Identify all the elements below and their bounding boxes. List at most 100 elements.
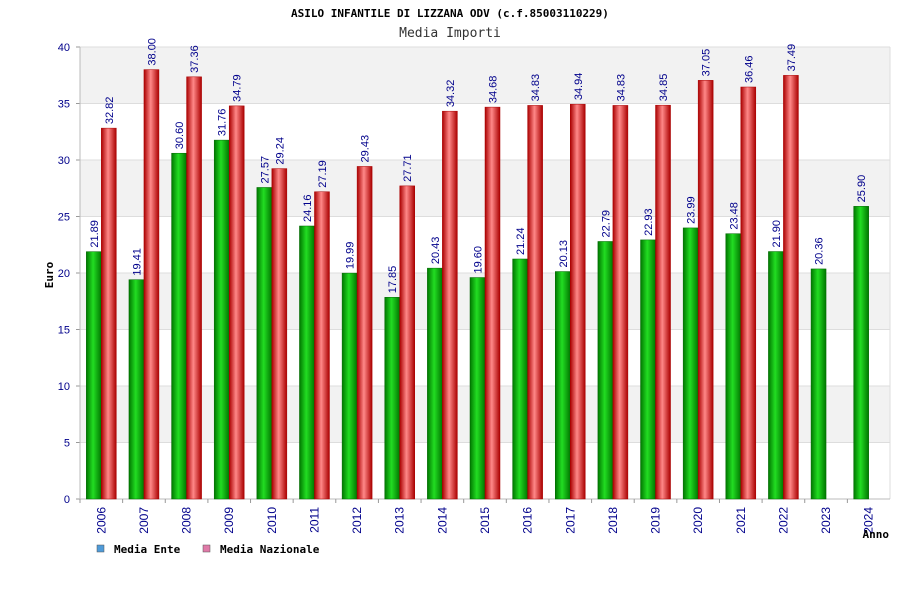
data-label: 23.99 [686,196,698,224]
y-tick-label: 25 [58,212,70,224]
bar-media-nazionale-2011 [314,191,330,500]
data-label: 21.89 [89,220,101,248]
x-tick-label: 2010 [265,507,279,534]
x-tick-label: 2009 [222,507,236,534]
bar-media-ente-2022 [768,251,784,500]
bar-media-ente-2021 [725,233,742,500]
x-tick-label: 2022 [776,507,790,534]
x-tick-label: 2007 [137,507,151,534]
data-label: 19.60 [473,246,485,274]
data-label: 22.79 [600,210,612,238]
data-label: 29.43 [360,135,372,163]
x-tick-label: 2020 [691,507,705,534]
data-label: 29.24 [274,137,286,165]
bar-media-nazionale-2016 [527,105,543,500]
data-label: 34.32 [445,80,457,108]
data-label: 27.57 [259,156,271,184]
chart-title: ASILO INFANTILE DI LIZZANA ODV (c.f.8500… [291,7,609,20]
x-tick-label: 2016 [521,507,535,534]
data-label: 27.19 [317,160,329,188]
x-tick-label: 2008 [180,507,194,534]
data-label: 34.83 [530,74,542,102]
x-axis-label: Anno [863,528,890,541]
bar-media-ente-2012 [341,272,358,500]
data-label: 31.76 [217,109,229,137]
x-tick-label: 2017 [563,507,577,534]
chart-subtitle: Media Importi [399,26,501,41]
x-tick-label: 2021 [734,507,748,534]
data-label: 34.79 [232,74,244,102]
data-label: 34.85 [658,74,670,102]
x-tick-label: 2015 [478,507,492,534]
data-label: 20.13 [558,240,570,268]
legend-label: Media Nazionale [220,543,320,556]
x-tick-label: 2011 [307,507,321,533]
bar-media-ente-2018 [597,241,614,500]
bar-media-nazionale-2010 [271,168,288,500]
bar-media-ente-2011 [299,225,315,500]
data-label: 37.05 [701,49,713,77]
data-label: 32.82 [104,97,116,125]
bar-media-nazionale-2019 [655,104,671,500]
bar-media-ente-2017 [555,271,571,500]
bar-media-nazionale-2014 [442,110,458,500]
bar-media-ente-2015 [469,277,486,500]
data-label: 25.90 [856,175,868,203]
data-label: 24.16 [302,194,314,222]
x-tick-label: 2023 [819,507,833,534]
bar-media-ente-2008 [171,152,187,500]
legend: Media Ente Media Nazionale [96,543,320,556]
bar-media-ente-2014 [427,267,443,500]
y-tick-label: 40 [58,42,70,54]
x-tick-label: 2019 [649,507,663,534]
data-label: 21.90 [771,220,783,248]
x-tick-label: 2018 [606,507,620,534]
bar-media-nazionale-2015 [484,106,501,500]
y-tick-label: 5 [64,438,70,450]
y-tick-label: 10 [58,381,70,393]
bar-media-ente-2010 [256,187,273,500]
bar-media-nazionale-2022 [783,75,799,500]
data-label: 23.48 [728,202,740,230]
data-label: 20.36 [814,237,826,265]
data-label: 36.46 [743,55,755,83]
bar-media-nazionale-2007 [143,69,160,500]
data-label: 34.68 [488,76,500,104]
bar-media-nazionale-2008 [186,76,202,500]
data-label: 21.24 [515,227,527,255]
data-label: 20.43 [430,237,442,265]
data-label: 19.41 [131,248,143,276]
plot-area: 0 5 10 15 20 25 30 35 40 2006 21.89 32.82 2007 19.41 3… [58,38,891,534]
data-label: 34.83 [615,74,627,102]
data-label: 38.00 [146,38,158,66]
data-label: 22.93 [643,208,655,236]
data-label: 17.85 [387,266,399,294]
x-tick-label: 2012 [350,507,364,534]
x-tick-label: 2013 [393,507,407,534]
bar-media-ente-2019 [640,239,656,500]
bar-media-ente-2023 [810,268,827,500]
bar-media-nazionale-2018 [612,105,629,500]
y-tick-label: 35 [58,99,70,111]
bar-media-nazionale-2021 [740,86,757,500]
bar-media-ente-2009 [213,139,230,500]
y-tick-label: 0 [64,494,70,506]
x-tick-label: 2006 [94,507,108,534]
bar-media-ente-2013 [384,297,400,500]
data-label: 27.71 [402,154,414,182]
bar-media-nazionale-2017 [570,103,586,500]
bar-media-ente-2024 [853,206,869,500]
y-axis-label: Euro [43,261,56,288]
x-tick-label: 2024 [862,507,876,534]
data-label: 30.60 [174,122,186,150]
x-tick-label: 2014 [435,507,449,534]
y-tick-label: 15 [58,325,70,337]
data-label: 37.49 [786,44,798,72]
data-label: 34.94 [573,73,585,101]
legend-swatch [202,544,211,553]
bar-media-ente-2020 [682,227,699,500]
y-tick-label: 20 [58,268,70,280]
bar-media-nazionale-2006 [101,127,117,500]
bar-media-nazionale-2012 [356,166,373,500]
bar-media-nazionale-2020 [697,80,714,500]
